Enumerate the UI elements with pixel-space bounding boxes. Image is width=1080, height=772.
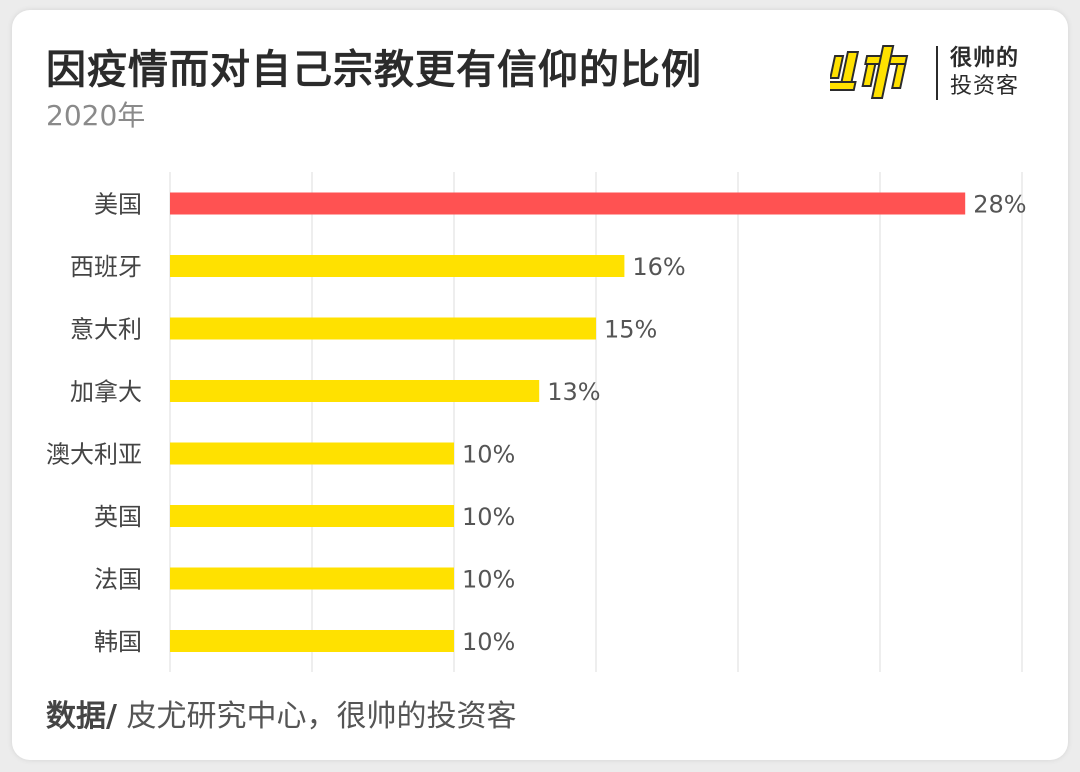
source-note: 数据/ 皮尤研究中心，很帅的投资客 [46,702,517,732]
value-label: 16% [632,253,685,281]
value-label: 10% [462,441,515,469]
category-label: 澳大利亚 [46,441,142,469]
value-label: 10% [462,566,515,594]
value-label: 13% [547,378,600,406]
value-label: 28% [973,191,1026,219]
brand-name-line1: 很帅的 [950,46,1020,71]
bar [170,192,966,215]
bar [170,505,454,527]
brand-name-line2: 投资客 [950,74,1020,99]
category-label: 加拿大 [70,378,142,406]
value-label: 15% [604,316,657,344]
brand-block: 很帅的 投资客 [830,42,1040,104]
category-label: 西班牙 [70,253,142,281]
chart-card: 因疫情而对自己宗教更有信仰的比例 2020年 很帅的 投资客 美国 28% 西班牙 1… [12,10,1068,760]
bar [170,317,596,340]
value-label: 10% [462,628,515,656]
chart-subtitle: 2020年 [46,99,146,132]
source-label: 数据/ [46,699,117,734]
category-label: 法国 [94,566,142,594]
category-label: 韩国 [94,628,142,656]
bar [170,630,454,652]
category-label: 英国 [94,503,142,531]
value-label: 10% [462,503,515,531]
bar [170,567,454,590]
bar [170,442,454,465]
source-text: 皮尤研究中心，很帅的投资客 [116,699,517,734]
bar [170,380,540,402]
bar [170,255,625,277]
brand-divider [936,46,938,100]
category-label: 美国 [94,191,142,219]
chart-title: 因疫情而对自己宗教更有信仰的比例 [46,47,702,93]
category-label: 意大利 [70,316,142,344]
bar-chart: 美国 28% 西班牙 16% 意大利 15% 加拿大 13% 澳大利亚 10% 英国 10% 法国 10%… [46,172,1027,672]
shuai-logo-icon [830,45,909,99]
